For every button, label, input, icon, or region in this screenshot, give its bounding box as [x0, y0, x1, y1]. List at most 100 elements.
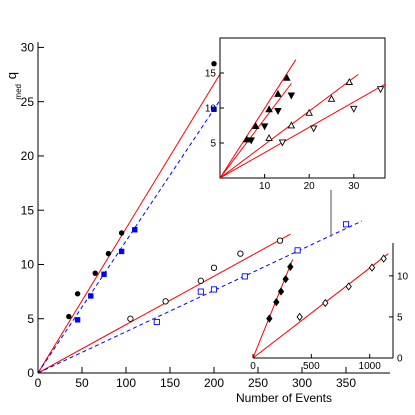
main-series-0 [66, 61, 217, 320]
inset-top-series-3 [278, 86, 385, 147]
inset-top-frame [219, 37, 386, 179]
main-xtick-label-4: 200 [204, 376, 224, 390]
main-fit-line-3 [38, 220, 363, 373]
main-point-2-4 [237, 250, 244, 257]
main-point-0-2 [92, 270, 98, 276]
main-point-3-5 [342, 221, 350, 228]
inset-top-xtick-label-2: 30 [348, 181, 360, 192]
main-fit-line-1 [38, 85, 231, 373]
inset-top-series-0 [243, 73, 291, 143]
inset-bottom-point-0-2 [277, 287, 285, 296]
main-point-3-3 [241, 273, 248, 280]
inset-bottom-point-1-2 [345, 282, 352, 291]
main-xtick-label-6: 300 [292, 376, 312, 390]
inset-bottom-series-1 [296, 254, 387, 322]
main-point-2-1 [162, 298, 169, 305]
main-point-1-0 [74, 317, 81, 323]
inset-top-point-0-2 [265, 105, 273, 113]
inset-bottom-point-1-3 [368, 263, 376, 272]
inset-top-xtick-label-0: 10 [259, 181, 271, 192]
x-axis-title: Number of Events [236, 391, 332, 405]
main-ytick-label-5: 25 [21, 95, 35, 109]
main-point-1-3 [118, 248, 125, 255]
main-point-3-0 [153, 318, 160, 326]
main-ytick-label-0: 0 [27, 366, 34, 380]
inset-bottom-fit-line-1 [253, 253, 389, 358]
inset-bottom-xtick-label-0: 0 [250, 361, 256, 372]
inset-top-point-2-3 [327, 94, 336, 102]
main-point-0-3 [105, 250, 112, 257]
main-ytick-label-1: 5 [27, 312, 34, 326]
inset-bottom-xtick-label-1: 500 [303, 361, 320, 372]
main-series-1 [74, 106, 217, 323]
main-point-2-3 [210, 264, 218, 271]
inset-bottom-point-0-0 [266, 314, 273, 323]
main-point-2-5 [276, 237, 284, 244]
inset-top-point-3-0 [278, 139, 287, 147]
inset-bottom-xtick-label-2: 1000 [359, 361, 382, 372]
main-point-2-2 [197, 277, 204, 284]
main-point-1-1 [88, 293, 94, 299]
inset-bottom-ytick-label-1: 5 [397, 312, 403, 323]
inset-bottom-point-0-1 [273, 298, 280, 307]
inset-top-point-3-3 [376, 86, 385, 94]
main-point-1-2 [101, 271, 107, 277]
main-xtick-label-1: 50 [75, 376, 89, 390]
inset-bottom-point-1-0 [296, 312, 303, 322]
inset-top-fit-line-3 [220, 83, 385, 178]
inset-top-panel: 10 20 30 5 10 15 [205, 37, 386, 192]
inset-top-point-1-1 [260, 123, 269, 131]
inset-bottom-point-1-4 [380, 254, 387, 263]
inset-top-point-0-4 [283, 73, 291, 81]
inset-top-series-2 [265, 77, 354, 141]
inset-top-point-0-3 [274, 89, 282, 97]
main-point-3-1 [197, 288, 204, 295]
main-point-2-0 [127, 315, 134, 322]
inset-top-point-3-1 [309, 125, 318, 133]
main-point-0-5 [211, 61, 217, 67]
inset-bottom-panel: 0 500 1000 0 5 10 [250, 243, 409, 372]
inset-bottom-ytick-label-0: 0 [397, 354, 403, 365]
inset-top-point-2-1 [287, 121, 296, 129]
inset-top-point-2-2 [305, 108, 313, 116]
inset-top-point-1-2 [274, 107, 282, 115]
inset-top-point-1-3 [287, 92, 296, 100]
inset-top-fit-line-0 [220, 59, 297, 178]
main-xtick-label-0: 0 [35, 376, 42, 390]
main-xtick-label-2: 100 [116, 376, 136, 390]
inset-top-xtick-label-1: 20 [304, 181, 316, 192]
inset-bottom-point-1-1 [322, 298, 329, 308]
inset-top-point-2-4 [345, 77, 354, 85]
inset-bottom-ytick-label-2: 10 [397, 271, 409, 282]
main-point-3-4 [294, 247, 301, 254]
main-ytick-label-3: 15 [21, 203, 35, 217]
main-xtick-label-3: 150 [160, 376, 180, 390]
inset-top-point-0-0 [243, 135, 251, 143]
y-axis-title-subscript: med [14, 84, 23, 100]
inset-top-ytick-label-1: 10 [205, 104, 217, 115]
inset-top-point-3-2 [350, 105, 358, 113]
inset-bottom-point-0-4 [287, 262, 294, 271]
inset-bottom-point-0-3 [282, 275, 289, 284]
inset-top-ytick-label-2: 15 [205, 69, 217, 80]
main-point-1-4 [132, 227, 138, 233]
y-axis-title: q [4, 72, 19, 79]
inset-top-ytick-label-0: 5 [210, 139, 216, 150]
main-xtick-label-7: 350 [336, 376, 356, 390]
main-point-3-2 [210, 286, 218, 293]
inset-top-point-2-0 [265, 133, 273, 141]
main-point-0-0 [66, 313, 72, 320]
main-series-3 [153, 221, 350, 326]
inset-top-series-1 [247, 92, 296, 145]
main-point-0-4 [118, 230, 125, 236]
main-series-2 [127, 237, 284, 322]
main-point-0-1 [74, 291, 81, 297]
main-ytick-label-4: 20 [21, 149, 35, 163]
inset-top-fit-line-1 [220, 83, 292, 178]
main-ytick-label-2: 10 [21, 258, 35, 272]
inset-top-point-0-1 [251, 122, 260, 130]
main-point-1-5 [211, 106, 217, 112]
main-xtick-label-5: 250 [248, 376, 268, 390]
